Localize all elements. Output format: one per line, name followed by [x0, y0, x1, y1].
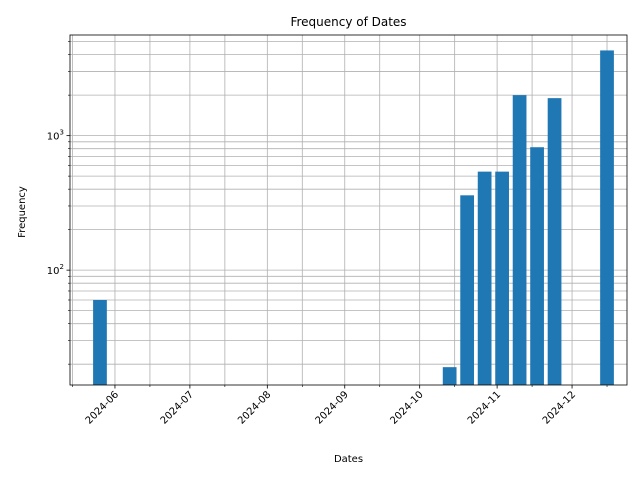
bar	[460, 195, 475, 385]
bar	[530, 147, 544, 385]
axes	[69, 34, 628, 386]
bar	[93, 299, 107, 385]
bar	[477, 171, 492, 385]
bar	[495, 171, 509, 385]
y-axis-label: Frequency	[17, 186, 28, 238]
bar	[512, 95, 527, 385]
x-axis-label: Dates	[334, 454, 363, 465]
bars	[93, 50, 614, 386]
bar	[600, 50, 614, 386]
y-tick-label: 102	[47, 263, 64, 277]
bar	[547, 98, 562, 385]
y-tick-label: 103	[47, 129, 64, 143]
axes-frame	[69, 34, 628, 386]
bar	[442, 367, 457, 385]
chart-title: Frequency of Dates	[290, 15, 406, 29]
